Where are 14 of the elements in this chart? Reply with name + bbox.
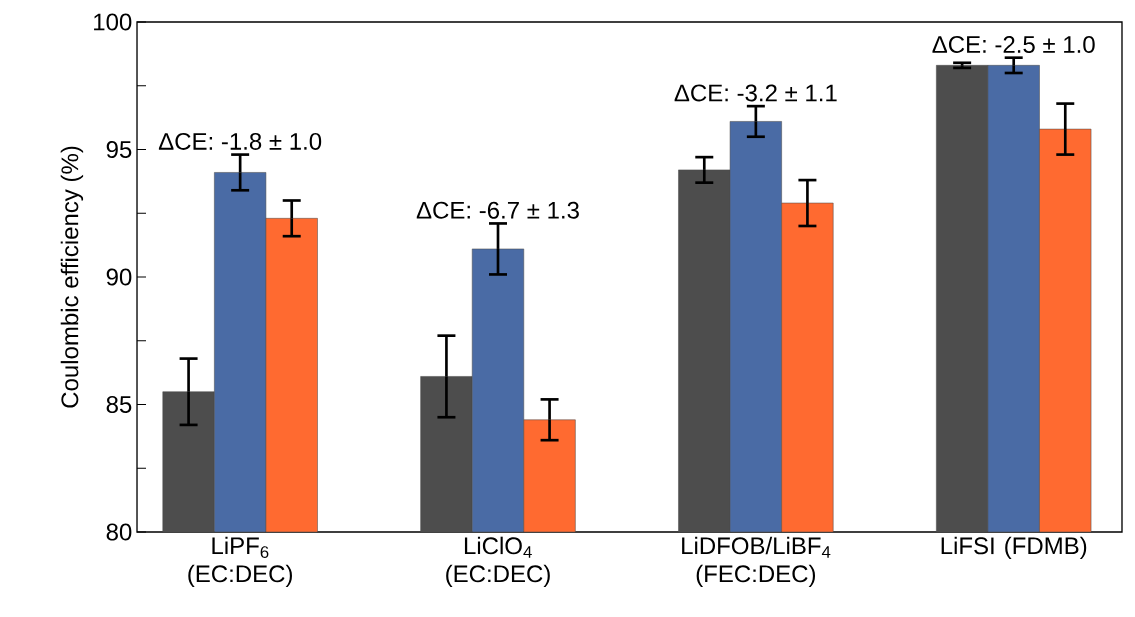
x-tick-label: LiDFOB/LiBF$_{4}$ (FEC:DEC)	[682, 536, 831, 588]
annotation: ΔCE: -6.7 ± 1.3	[416, 201, 579, 219]
x-tick-label: LiPF$_{6}$ (EC:DEC)	[188, 536, 292, 588]
x-tick-label: LiClO$_{4}$ (EC:DEC)	[446, 536, 550, 588]
y-tick-label: 90	[106, 268, 132, 286]
y-tick-label: 80	[106, 523, 132, 541]
annotation: ΔCE: -3.2 ± 1.1	[674, 84, 837, 102]
annotation: ΔCE: -2.5 ± 1.0	[932, 35, 1095, 53]
y-axis-title: Coulombic efficiency (%)	[60, 146, 84, 408]
y-tick-label: 100	[94, 13, 132, 31]
annotation: ΔCE: -1.8 ± 1.0	[158, 132, 322, 150]
x-tick-label: LiFSI (FDMB)	[941, 536, 1087, 560]
y-tick-label: 95	[106, 140, 132, 158]
y-tick-label: 85	[106, 395, 132, 413]
